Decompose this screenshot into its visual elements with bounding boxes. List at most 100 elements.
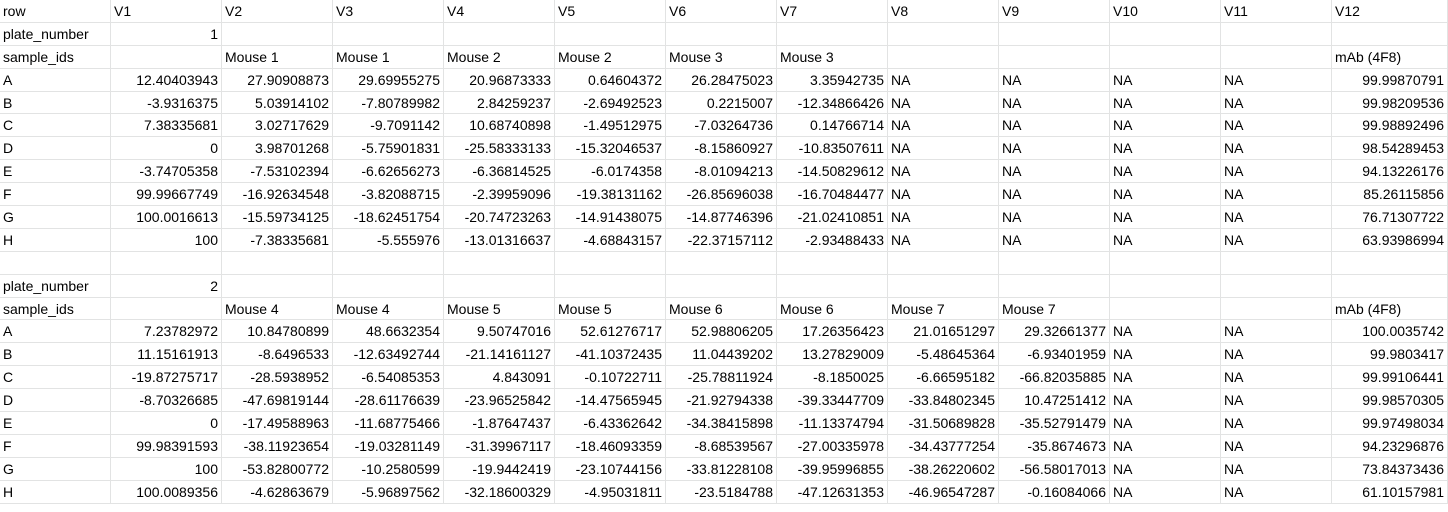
data-cell[interactable]: 94.23296876	[1332, 434, 1448, 458]
data-cell[interactable]: NA	[1221, 114, 1332, 138]
data-cell[interactable]: NA	[1110, 91, 1221, 115]
data-cell[interactable]: -4.68843157	[555, 228, 666, 252]
data-cell[interactable]: -15.32046537	[555, 137, 666, 161]
data-cell[interactable]: -46.96547287	[888, 480, 999, 504]
data-cell[interactable]: -38.26220602	[888, 457, 999, 481]
data-cell[interactable]	[555, 251, 666, 275]
row-label-cell[interactable]: G	[0, 457, 111, 481]
data-cell[interactable]: Mouse 1	[222, 45, 333, 69]
data-cell[interactable]: -14.87746396	[666, 206, 777, 229]
data-cell[interactable]: V6	[666, 0, 777, 23]
row-label-cell[interactable]: D	[0, 137, 111, 161]
data-cell[interactable]: mAb (4F8)	[1332, 45, 1448, 69]
data-cell[interactable]: NA	[1110, 137, 1221, 161]
data-cell[interactable]	[666, 22, 777, 46]
data-cell[interactable]: -23.96525842	[444, 389, 555, 413]
data-cell[interactable]: -6.66595182	[888, 366, 999, 390]
data-cell[interactable]	[222, 22, 333, 46]
data-cell[interactable]	[999, 22, 1110, 46]
data-cell[interactable]: NA	[888, 91, 999, 115]
data-cell[interactable]: -21.14161127	[444, 343, 555, 367]
data-cell[interactable]: 0.2215007	[666, 91, 777, 115]
data-cell[interactable]: -35.8674673	[999, 434, 1110, 458]
row-label-cell[interactable]: F	[0, 183, 111, 207]
data-cell[interactable]: -66.82035885	[999, 366, 1110, 390]
row-label-cell[interactable]: H	[0, 228, 111, 252]
data-cell[interactable]: NA	[1221, 228, 1332, 252]
data-cell[interactable]: -7.03264736	[666, 114, 777, 138]
data-cell[interactable]: -39.95996855	[777, 457, 888, 481]
data-cell[interactable]: -5.48645364	[888, 343, 999, 367]
data-cell[interactable]: -8.15860927	[666, 137, 777, 161]
data-cell[interactable]	[999, 45, 1110, 69]
data-cell[interactable]: -8.6496533	[222, 343, 333, 367]
data-cell[interactable]: NA	[1221, 480, 1332, 504]
data-cell[interactable]: -12.34866426	[777, 91, 888, 115]
data-cell[interactable]: NA	[999, 183, 1110, 207]
data-cell[interactable]: 7.38335681	[111, 114, 222, 138]
data-cell[interactable]: -21.02410851	[777, 206, 888, 229]
data-cell[interactable]: NA	[888, 114, 999, 138]
data-cell[interactable]: NA	[1110, 389, 1221, 413]
data-cell[interactable]: NA	[1110, 480, 1221, 504]
data-cell[interactable]	[888, 45, 999, 69]
data-cell[interactable]: NA	[1110, 114, 1221, 138]
data-cell[interactable]: -2.39959096	[444, 183, 555, 207]
data-cell[interactable]: NA	[1221, 160, 1332, 184]
data-cell[interactable]: NA	[1110, 320, 1221, 344]
data-cell[interactable]	[1110, 297, 1221, 321]
row-label-cell[interactable]: D	[0, 389, 111, 413]
data-cell[interactable]	[444, 274, 555, 298]
data-cell[interactable]: -34.38415898	[666, 412, 777, 435]
data-cell[interactable]: -8.01094213	[666, 160, 777, 184]
data-cell[interactable]: 2	[111, 274, 222, 298]
data-cell[interactable]	[666, 251, 777, 275]
data-cell[interactable]: -6.43362642	[555, 412, 666, 435]
data-cell[interactable]: -3.82088715	[333, 183, 444, 207]
data-cell[interactable]: NA	[1110, 68, 1221, 92]
data-cell[interactable]: V8	[888, 0, 999, 23]
data-cell[interactable]: V5	[555, 0, 666, 23]
data-cell[interactable]: 99.99870791	[1332, 68, 1448, 92]
data-cell[interactable]	[111, 251, 222, 275]
data-cell[interactable]: NA	[999, 91, 1110, 115]
data-cell[interactable]: 99.98570305	[1332, 389, 1448, 413]
data-cell[interactable]: -2.93488433	[777, 228, 888, 252]
data-cell[interactable]: NA	[1221, 183, 1332, 207]
data-cell[interactable]: NA	[888, 68, 999, 92]
data-cell[interactable]: NA	[1221, 434, 1332, 458]
data-cell[interactable]: 99.98209536	[1332, 91, 1448, 115]
data-cell[interactable]: NA	[999, 160, 1110, 184]
data-cell[interactable]: 100.0035742	[1332, 320, 1448, 344]
data-cell[interactable]: 21.01651297	[888, 320, 999, 344]
data-cell[interactable]: Mouse 2	[555, 45, 666, 69]
data-cell[interactable]: 98.54289453	[1332, 137, 1448, 161]
data-cell[interactable]: 10.47251412	[999, 389, 1110, 413]
data-cell[interactable]: -23.5184788	[666, 480, 777, 504]
data-cell[interactable]: NA	[1110, 206, 1221, 229]
data-cell[interactable]: 7.23782972	[111, 320, 222, 344]
data-cell[interactable]	[888, 251, 999, 275]
data-cell[interactable]: -5.555976	[333, 228, 444, 252]
data-cell[interactable]: 3.98701268	[222, 137, 333, 161]
data-cell[interactable]: -28.5938952	[222, 366, 333, 390]
data-cell[interactable]: -8.68539567	[666, 434, 777, 458]
data-cell[interactable]: Mouse 7	[888, 297, 999, 321]
data-cell[interactable]: 99.98391593	[111, 434, 222, 458]
data-cell[interactable]: NA	[1221, 320, 1332, 344]
data-cell[interactable]	[1221, 297, 1332, 321]
row-label-cell[interactable]	[0, 251, 111, 275]
data-cell[interactable]	[666, 274, 777, 298]
data-cell[interactable]: NA	[1221, 412, 1332, 435]
data-cell[interactable]: -2.69492523	[555, 91, 666, 115]
data-cell[interactable]: -47.69819144	[222, 389, 333, 413]
data-cell[interactable]: -4.62863679	[222, 480, 333, 504]
data-cell[interactable]: NA	[1110, 343, 1221, 367]
data-cell[interactable]: 99.97498034	[1332, 412, 1448, 435]
data-cell[interactable]: -19.03281149	[333, 434, 444, 458]
data-cell[interactable]: NA	[1110, 366, 1221, 390]
data-cell[interactable]: -23.10744156	[555, 457, 666, 481]
data-cell[interactable]: 13.27829009	[777, 343, 888, 367]
data-cell[interactable]: -14.47565945	[555, 389, 666, 413]
data-cell[interactable]	[111, 297, 222, 321]
